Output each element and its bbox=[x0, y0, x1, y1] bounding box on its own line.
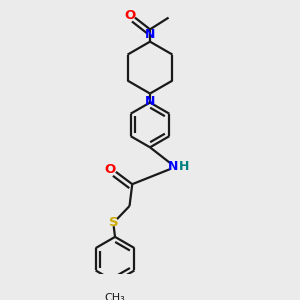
Text: S: S bbox=[109, 216, 118, 229]
Text: O: O bbox=[104, 163, 116, 176]
Text: H: H bbox=[179, 160, 189, 173]
Text: N: N bbox=[168, 160, 178, 173]
Text: N: N bbox=[145, 95, 155, 108]
Text: O: O bbox=[124, 10, 135, 22]
Text: N: N bbox=[145, 28, 155, 40]
Text: CH₃: CH₃ bbox=[105, 293, 125, 300]
